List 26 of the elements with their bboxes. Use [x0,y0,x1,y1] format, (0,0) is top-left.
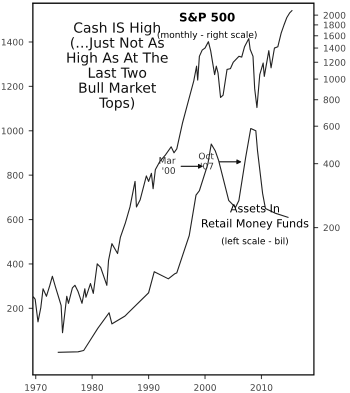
annotation: (monthly - right scale) [158,31,257,40]
y2-tick-label: 1600 [324,32,346,40]
y-tick-label: 1000 [2,128,24,134]
y2-tick-label: 800 [324,96,340,104]
y2-tick-label: 1200 [324,59,346,66]
y-tick-label: 600 [7,216,24,224]
x-tick-label: 1970 [25,384,47,391]
y-tick-label: 200 [7,305,24,312]
series-label: Assets In Retail Money Funds [202,204,308,230]
y-tick-label: 400 [7,260,24,268]
y2-tick-label: 2000 [324,12,346,19]
x-tick-label: 1980 [82,384,104,391]
x-tick-label: 2000 [194,384,216,391]
x-tick-label: 1990 [138,384,160,391]
x-tick-label: 2010 [250,384,272,391]
y2-tick-label: 200 [324,224,340,232]
y-tick-label: 1200 [2,83,24,90]
y-tick-label: 800 [7,172,24,179]
y2-tick-label: 1000 [324,76,346,83]
y2-tick-label: 1400 [324,44,346,52]
annotation: (left scale - bil) [222,237,288,246]
y2-tick-label: 600 [324,122,340,130]
y-tick-label: 1400 [2,38,24,46]
y2-tick-label: 400 [323,160,340,168]
series-label: S&P 500 [180,12,235,22]
y2-tick-label: 1800 [324,22,346,28]
